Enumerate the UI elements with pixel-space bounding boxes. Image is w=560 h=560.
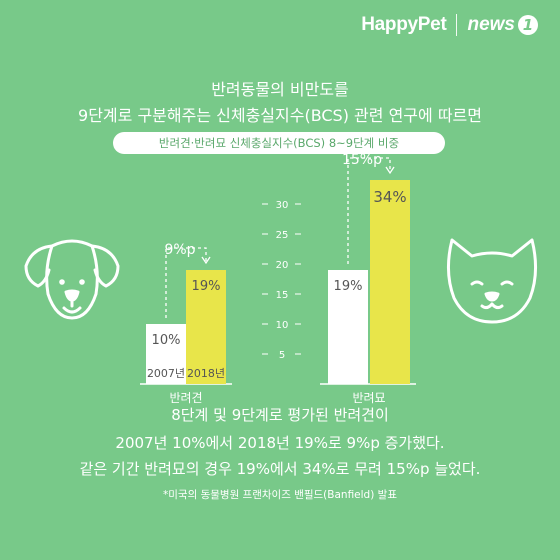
delta-bracket xyxy=(165,247,207,318)
brand-divider xyxy=(456,14,458,36)
title-line-1: 반려동물의 비만도를 xyxy=(211,80,349,99)
y-tick-label: 10 xyxy=(276,320,289,331)
bar-value-label: 19% xyxy=(334,279,363,294)
delta-arrowhead xyxy=(385,166,395,175)
source-note: *미국의 동물병원 프랜차이즈 밴필드(Banfield) 발표 xyxy=(163,489,397,501)
dog-face-icon xyxy=(24,239,120,320)
bar-value-label: 10% xyxy=(152,333,181,348)
bar xyxy=(146,324,186,384)
y-tick-label: 5 xyxy=(279,350,285,361)
bar-year-label: 2018년 xyxy=(187,367,225,380)
bar xyxy=(328,270,368,384)
y-tick-label: 20 xyxy=(276,260,289,271)
y-tick-label: 30 xyxy=(276,200,289,211)
group-label: 반려견 xyxy=(169,391,202,405)
news-logo-text: news xyxy=(467,14,515,35)
footer-line-3: 같은 기간 반려묘의 경우 19%에서 34%로 무려 15%p 늘었다. xyxy=(79,460,481,478)
group-label: 반려묘 xyxy=(352,391,385,405)
footer-line-1: 8단계 및 9단계로 평가된 반려견이 xyxy=(171,406,389,424)
bar xyxy=(370,180,410,384)
delta-label: 15%p xyxy=(342,152,382,168)
y-tick-label: 25 xyxy=(276,230,289,241)
happypet-logo: HappyPet xyxy=(361,14,447,35)
title-line-2: 9단계로 구분해주는 신체충실지수(BCS) 관련 연구에 따르면 xyxy=(78,106,482,125)
cat-face-icon xyxy=(447,238,537,324)
footer-line-2: 2007년 10%에서 2018년 19%로 9%p 증가했다. xyxy=(115,434,445,452)
subtitle-pill: 반려견·반려묘 신체충실지수(BCS) 8~9단계 비중 xyxy=(113,132,445,154)
y-tick-label: 15 xyxy=(276,290,289,301)
delta-label: 9%p xyxy=(164,242,195,258)
bar xyxy=(186,270,226,384)
delta-bracket xyxy=(347,157,391,264)
delta-arrowhead xyxy=(201,256,211,265)
bar-value-label: 19% xyxy=(192,279,221,294)
bar-value-label: 34% xyxy=(373,188,406,206)
brand-header: HappyPet news 1 xyxy=(361,14,538,36)
bar-year-label: 2007년 xyxy=(147,367,185,380)
news1-logo: news 1 xyxy=(467,14,538,36)
news-logo-badge: 1 xyxy=(518,15,538,35)
